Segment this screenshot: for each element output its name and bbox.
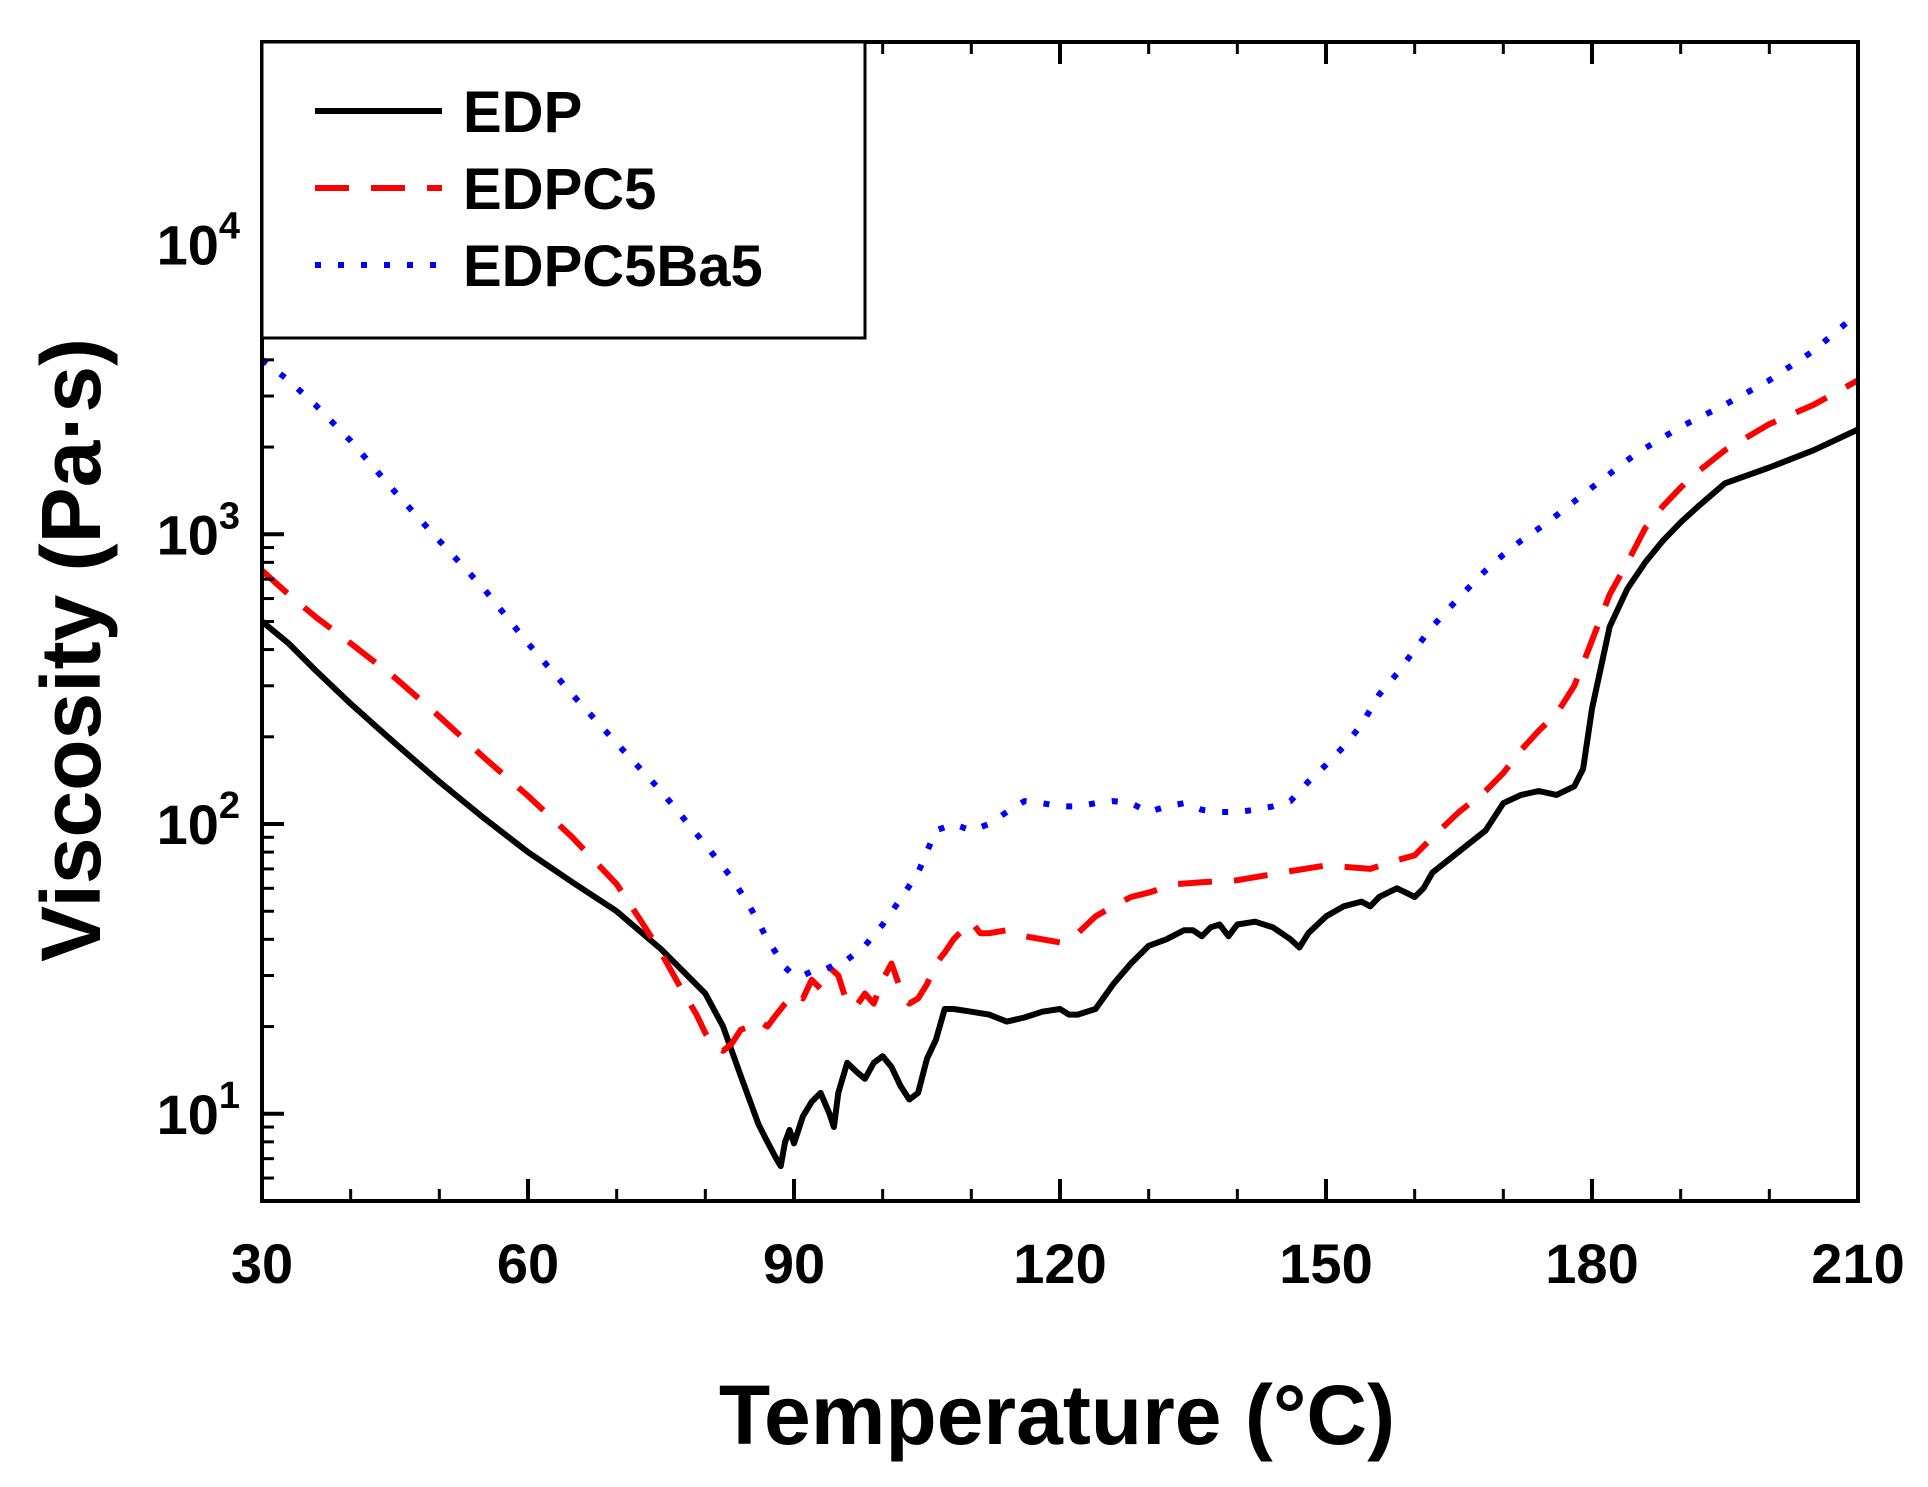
y-tick-base: 10 xyxy=(157,793,219,856)
y-tick-exponent: 1 xyxy=(219,1075,240,1117)
y-tick-label: 101 xyxy=(157,1075,240,1146)
y-axis-title: Viscosity (Pa·s) xyxy=(24,338,118,962)
x-tick-label: 210 xyxy=(1811,1232,1904,1295)
y-tick-base: 10 xyxy=(157,1083,219,1146)
y-tick-exponent: 3 xyxy=(219,495,240,537)
y-tick-exponent: 4 xyxy=(219,206,240,248)
y-tick-label: 102 xyxy=(157,785,240,856)
y-tick-base: 10 xyxy=(157,214,219,277)
x-tick-label: 30 xyxy=(231,1232,293,1295)
series-line-edpc5ba5 xyxy=(260,310,1860,979)
y-tick-label: 104 xyxy=(157,206,240,277)
legend-label-edp: EDP xyxy=(463,80,582,145)
legend-label-edpc5: EDPC5 xyxy=(463,157,656,222)
x-tick-label: 150 xyxy=(1279,1232,1372,1295)
x-tick-label: 90 xyxy=(763,1232,825,1295)
y-tick-base: 10 xyxy=(157,503,219,566)
legend-label-edpc5ba5: EDPC5Ba5 xyxy=(463,234,763,299)
x-tick-label: 60 xyxy=(497,1232,559,1295)
y-tick-label: 103 xyxy=(157,495,240,566)
y-tick-exponent: 2 xyxy=(219,785,240,827)
x-axis-title: Temperature (°C) xyxy=(719,1368,1395,1462)
series-line-edpc5 xyxy=(259,377,1860,1054)
legend: EDP EDPC5 EDPC5Ba5 xyxy=(260,40,867,340)
x-tick-label: 180 xyxy=(1545,1232,1638,1295)
x-tick-label: 120 xyxy=(1013,1232,1106,1295)
legend-box xyxy=(260,40,867,340)
series-line-edp xyxy=(260,426,1860,1170)
series-layer xyxy=(259,310,1860,1170)
